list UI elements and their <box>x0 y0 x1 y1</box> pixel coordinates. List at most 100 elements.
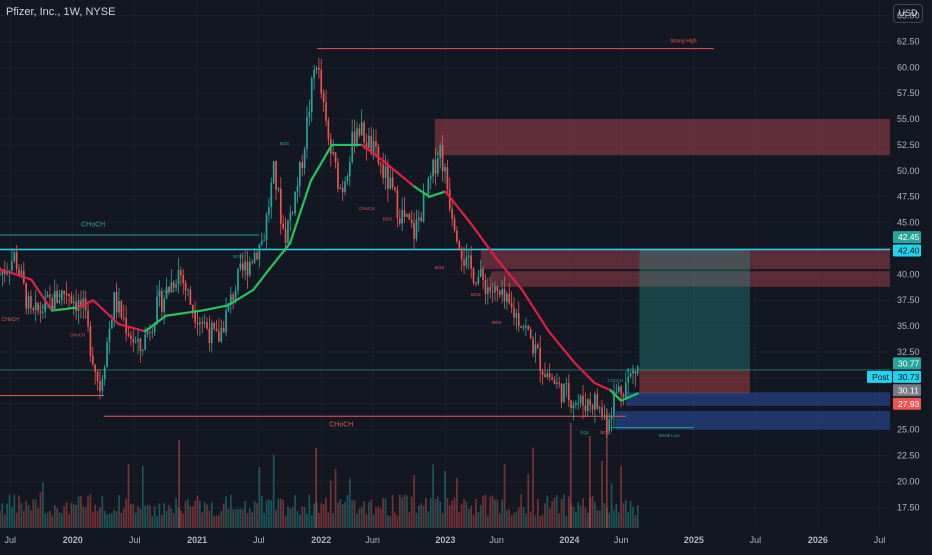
candle-body <box>156 296 158 324</box>
volume-bar <box>180 510 182 528</box>
candle-body <box>32 308 35 311</box>
volume-bar <box>489 496 492 528</box>
volume-bar <box>225 496 227 528</box>
y-tick-label: 35.00 <box>897 321 920 331</box>
candle-body <box>496 286 499 291</box>
candle-body <box>263 240 265 242</box>
volume-bar <box>534 515 537 528</box>
volume-bar <box>394 512 396 528</box>
volume-bar <box>282 499 285 528</box>
x-tick-label: 2021 <box>187 535 207 545</box>
volume-bar <box>122 508 125 528</box>
trail-segment <box>117 322 147 333</box>
volume-bar <box>101 496 104 528</box>
trail-segment <box>144 314 167 333</box>
volume-bar <box>158 503 161 528</box>
volume-bar <box>201 512 204 528</box>
chart-title: Pfizer, Inc., 1W, NYSE <box>6 6 116 18</box>
post-tag-bg <box>867 370 892 383</box>
volume-bar <box>20 502 23 528</box>
volume-bar <box>384 498 387 528</box>
candle-body <box>303 149 306 169</box>
candle-body <box>479 268 482 278</box>
x-tick-label: 2020 <box>63 535 83 545</box>
y-tick-label: 62.50 <box>897 36 920 46</box>
candle-body <box>301 161 304 169</box>
volume-bar <box>629 500 632 528</box>
candle-body <box>101 379 104 391</box>
volume-bar <box>586 512 589 528</box>
candle-body <box>596 394 599 409</box>
candle-body <box>151 331 154 333</box>
volume-bar <box>284 515 287 528</box>
candle-body <box>122 317 125 319</box>
volume-spike <box>569 423 572 528</box>
volume-bar <box>287 506 289 528</box>
candle-body <box>244 261 246 271</box>
candle-body <box>375 140 377 147</box>
volume-bar <box>410 496 413 528</box>
volume-bar <box>144 505 146 528</box>
candle-body <box>318 67 320 70</box>
candle-body <box>42 311 44 313</box>
volume-bar <box>429 498 432 528</box>
volume-bar <box>334 468 337 528</box>
volume-bar <box>146 504 149 528</box>
volume-bar <box>632 506 634 528</box>
candle-body <box>563 384 565 403</box>
candle-body <box>279 188 282 224</box>
volume-bar <box>608 512 611 528</box>
demand-zone-2 <box>615 411 890 430</box>
volume-bar <box>636 505 639 528</box>
volume-bar <box>387 515 389 528</box>
candle-body <box>11 260 13 271</box>
volume-bar <box>401 497 403 528</box>
demand-zone-1 <box>625 392 890 406</box>
candle-body <box>589 399 591 406</box>
candle-body <box>44 297 47 312</box>
currency-button[interactable]: USD <box>893 4 923 23</box>
volume-bar <box>75 505 77 528</box>
volume-bar <box>120 513 123 528</box>
volume-bar <box>253 500 256 528</box>
candle-body <box>327 120 330 140</box>
volume-bar <box>506 510 508 528</box>
x-tick-label: Jun <box>489 535 504 545</box>
y-tick-label: 60.00 <box>897 62 920 72</box>
candle-body <box>0 274 1 276</box>
candle-body <box>384 166 387 178</box>
volume-bar <box>351 500 354 528</box>
candle-body <box>339 187 342 189</box>
volume-bar <box>113 509 116 528</box>
volume-bar <box>237 509 239 528</box>
volume-bar <box>439 501 442 528</box>
price-tag-bg <box>893 244 921 257</box>
price-tag-bg <box>893 384 921 397</box>
x-tick-label: 2022 <box>311 535 331 545</box>
candle-body <box>163 298 166 312</box>
stop-zone <box>639 369 750 394</box>
trail-segment <box>50 306 79 312</box>
candle-body <box>160 291 163 312</box>
candle-body <box>168 286 170 292</box>
candle-body <box>210 322 213 344</box>
candle-body <box>325 102 327 121</box>
candle-body <box>56 290 58 303</box>
candle-body <box>27 296 30 309</box>
volume-bar <box>163 502 166 528</box>
volume-bar <box>268 499 270 528</box>
trail-segment <box>76 299 95 309</box>
volume-bar <box>627 512 630 528</box>
price-tag-bg <box>893 357 921 370</box>
candle-body <box>453 218 456 231</box>
candle-body <box>113 292 116 320</box>
y-tick-label: 55.00 <box>897 114 920 124</box>
volume-bar <box>591 496 594 528</box>
candle-body <box>94 364 97 372</box>
candle-body <box>622 394 625 398</box>
candle-body <box>289 212 292 221</box>
candle-body <box>444 167 446 172</box>
volume-bar <box>337 502 339 528</box>
